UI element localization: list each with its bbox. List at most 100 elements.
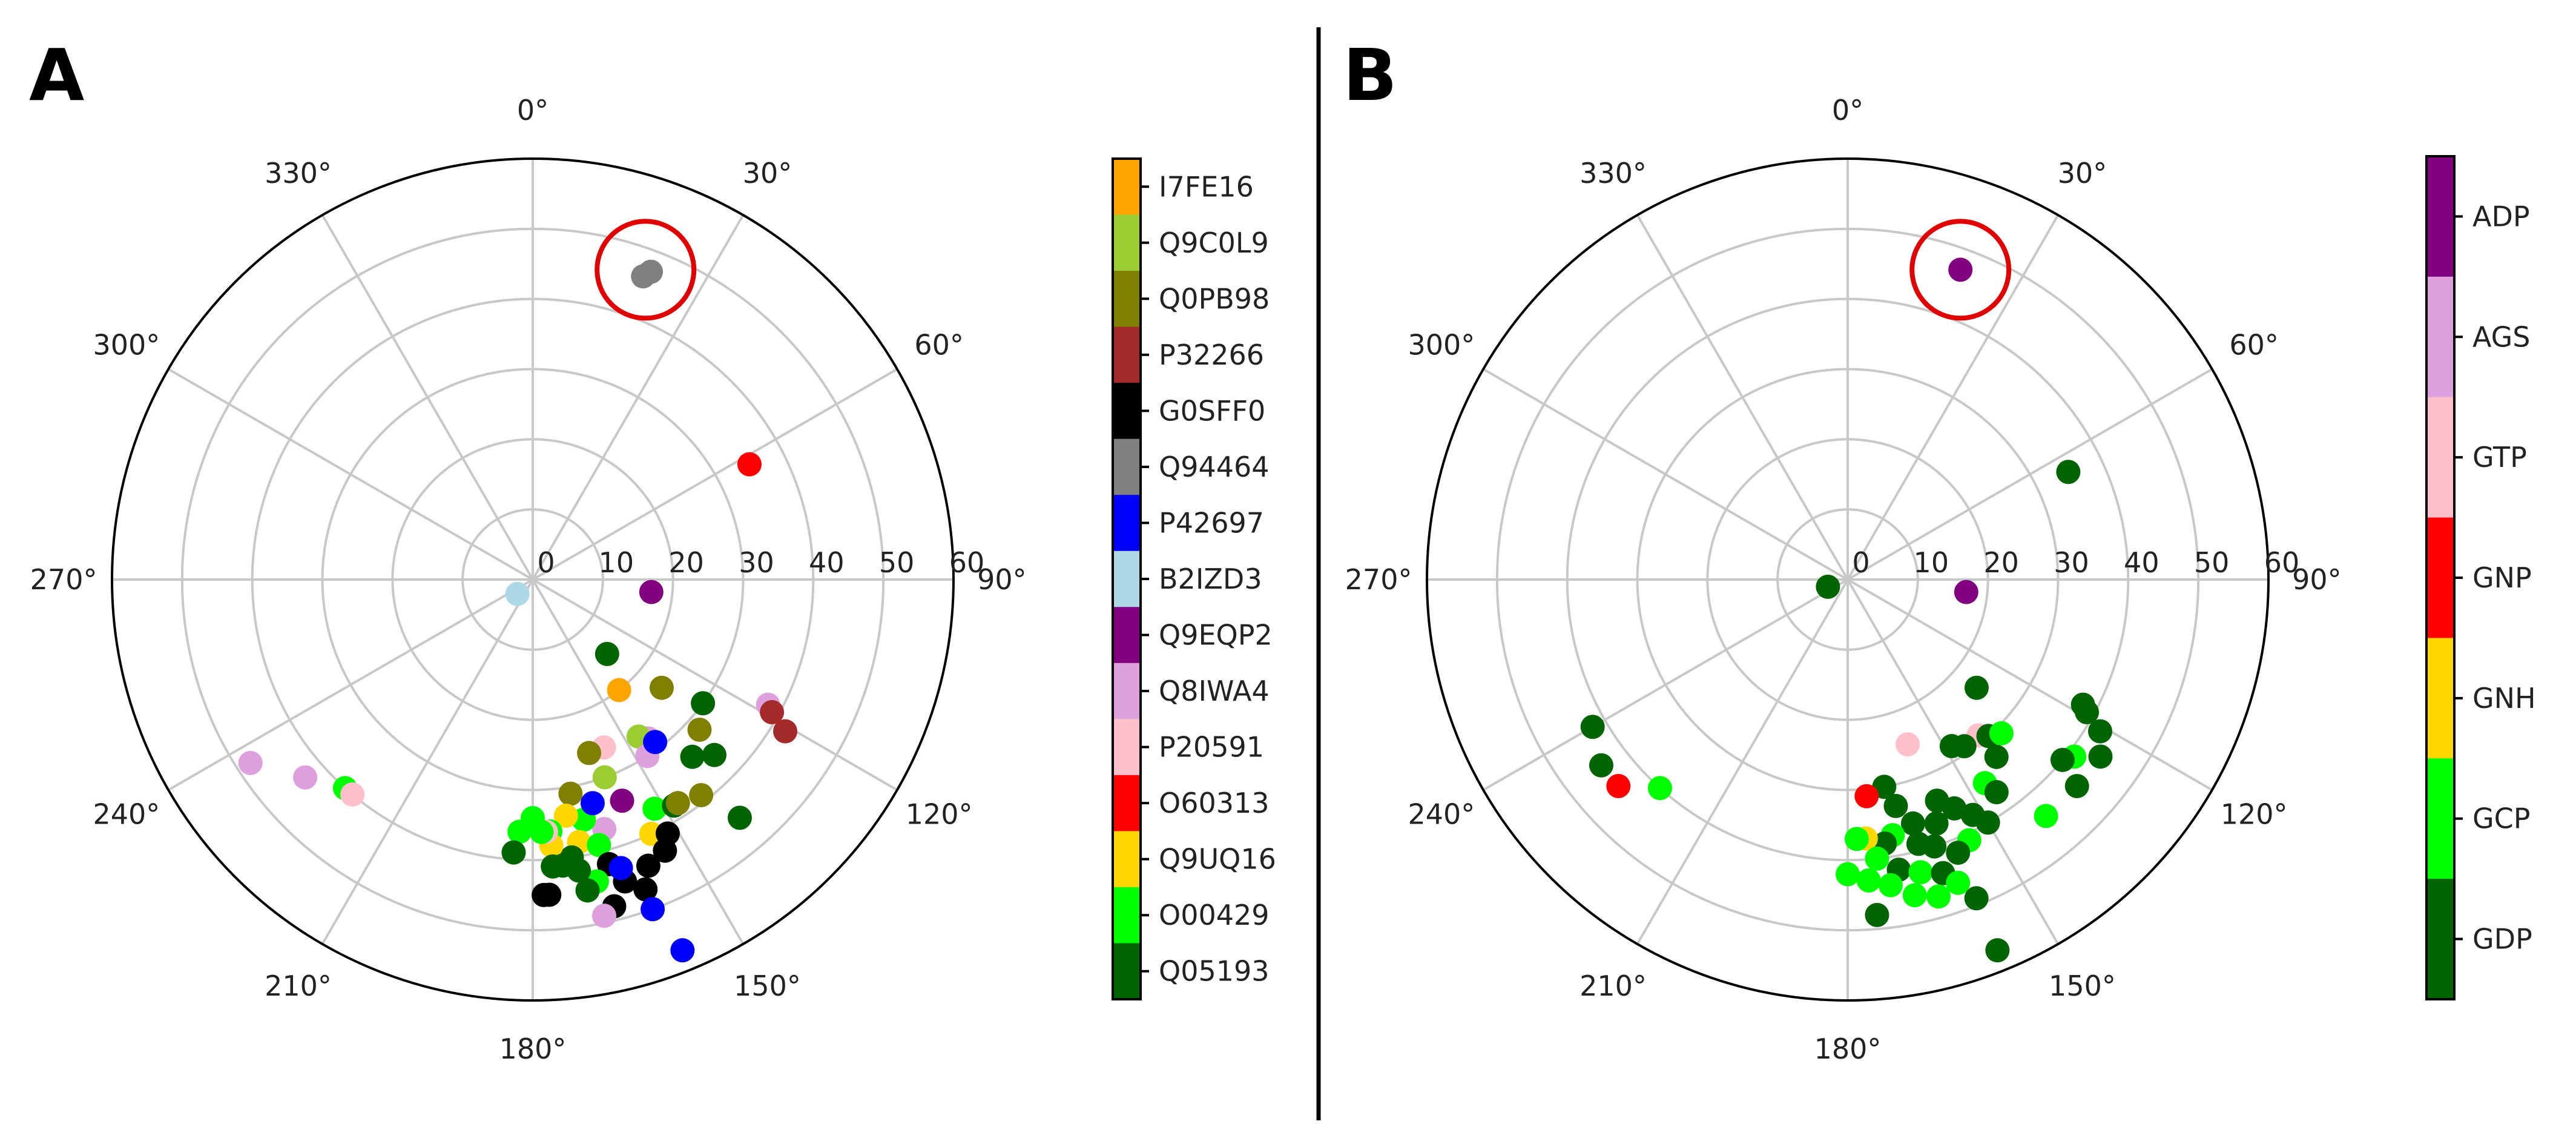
scatter-point	[1985, 938, 2010, 963]
panel-label: A	[29, 33, 84, 117]
scatter-point	[2050, 747, 2075, 772]
scatter-point	[610, 788, 634, 813]
legend-label: GCP	[2472, 802, 2531, 835]
legend-swatch	[1113, 495, 1141, 552]
scatter-point	[1942, 796, 1967, 821]
theta-tick-label: 120°	[906, 798, 973, 830]
scatter-point	[1984, 744, 2009, 769]
scatter-point	[2088, 744, 2113, 769]
scatter-point	[608, 856, 633, 881]
scatter-point	[607, 678, 631, 702]
grid-spoke	[1847, 368, 2213, 581]
theta-tick-label: 30°	[743, 157, 792, 190]
scatter-point	[537, 882, 562, 907]
scatter-point	[293, 765, 318, 790]
scatter-point	[505, 581, 530, 606]
scatter-point	[1854, 784, 1879, 808]
grid-spoke	[532, 368, 898, 581]
scatter-point	[2088, 719, 2113, 744]
scatter-point	[1989, 721, 2014, 745]
legend-swatch	[1113, 550, 1141, 607]
legend-label: Q9C0L9	[1159, 226, 1269, 259]
scatter-point	[760, 700, 785, 725]
scatter-point	[1954, 580, 1978, 604]
r-tick-label: 60	[2264, 546, 2300, 579]
theta-tick-label: 270°	[1345, 563, 1412, 596]
scatter-point	[636, 853, 660, 878]
scatter-point	[1924, 811, 1949, 836]
scatter-point	[680, 744, 705, 769]
highlight-circle	[1909, 219, 2012, 321]
polar-panel-b: B 0° 30° 60° 90° 120° 150° 180° 210° 240° 270° 300°…	[1343, 33, 2536, 1065]
theta-tick-label: 180°	[499, 1033, 567, 1065]
theta-tick-label: 150°	[2049, 970, 2116, 1002]
scatter-point	[2034, 804, 2058, 828]
legend-label: GNH	[2472, 682, 2536, 715]
legend-label: Q05193	[1159, 955, 1270, 988]
scatter-point	[553, 804, 578, 828]
polar-frame	[111, 157, 955, 1002]
scatter-point	[577, 741, 602, 765]
grid-spoke	[168, 578, 533, 792]
r-tick-label: 30	[739, 546, 774, 579]
scatter-point	[773, 719, 798, 744]
scatter-point	[340, 782, 365, 807]
grid-spoke	[321, 214, 534, 580]
scatter-point	[1984, 780, 2009, 805]
scatter-point	[1926, 884, 1951, 909]
legend-swatch	[2426, 758, 2454, 879]
grid-spoke	[1846, 214, 2060, 580]
scatter-point	[238, 750, 263, 775]
r-tick-label: 30	[2054, 546, 2089, 579]
theta-tick-label: 0°	[517, 94, 548, 127]
legend-label: P20591	[1159, 731, 1264, 764]
scatter-point	[691, 691, 716, 716]
scatter-point	[1975, 810, 2000, 835]
legend-label: O00429	[1159, 899, 1270, 931]
legend-label: Q8IWA4	[1159, 675, 1270, 707]
grid-spoke	[532, 578, 898, 792]
scatter-point	[1606, 774, 1631, 799]
scatter-point	[1865, 902, 1889, 927]
scatter-point	[727, 805, 752, 830]
theta-tick-label: 60°	[914, 329, 964, 362]
scatter-point	[1900, 811, 1925, 836]
legend-swatch	[1113, 607, 1141, 664]
scatter-point	[1906, 831, 1931, 856]
legend-label: Q9UQ16	[1159, 843, 1276, 876]
legend-swatch	[1113, 159, 1141, 216]
legend-swatch	[2426, 156, 2454, 277]
theta-tick-label: 210°	[265, 970, 332, 1002]
theta-tick-label: 300°	[93, 329, 160, 362]
colorbar-legend: ADP AGS GTP GNP GNH GCP GDP	[2425, 155, 2536, 1000]
theta-tick-label: 150°	[734, 970, 801, 1002]
scatter-point	[1948, 257, 1973, 282]
legend-label: Q9EQP2	[1159, 619, 1273, 652]
theta-tick-label: 210°	[1580, 970, 1647, 1002]
r-tick-label: 10	[599, 546, 634, 579]
legend-swatch	[1113, 326, 1141, 383]
polar-panel-a: A 0° 30° 60° 90° 120° 150° 180° 210° 240° 270° 300°…	[29, 33, 1276, 1065]
scatter-point	[1964, 675, 1989, 700]
scatter-point	[501, 840, 526, 865]
legend-swatch	[1113, 214, 1141, 271]
legend-label: I7FE16	[1159, 170, 1254, 203]
scatter-point	[595, 641, 619, 666]
grid-spoke	[168, 368, 533, 581]
scatter-point	[587, 833, 611, 858]
scatter-point	[1580, 715, 1605, 739]
scatter-point	[1964, 886, 1989, 911]
legend-label: GDP	[2472, 923, 2532, 956]
panel-label: B	[1343, 33, 1397, 117]
theta-tick-label: 120°	[2221, 798, 2288, 830]
scatter-point	[1883, 793, 1908, 818]
colorbar-legend: I7FE16 Q9C0L9 Q0PB98 P32266 G0SFF0 Q94464 P426…	[1112, 157, 1276, 1000]
theta-tick-label: 0°	[1832, 94, 1863, 127]
grid-spoke	[1483, 368, 1848, 581]
scatter-point	[670, 938, 695, 963]
r-tick-label: 0	[537, 546, 555, 579]
r-tick-label: 50	[2194, 546, 2230, 579]
legend-swatch	[1113, 719, 1141, 776]
r-tick-label: 0	[1852, 546, 1869, 579]
